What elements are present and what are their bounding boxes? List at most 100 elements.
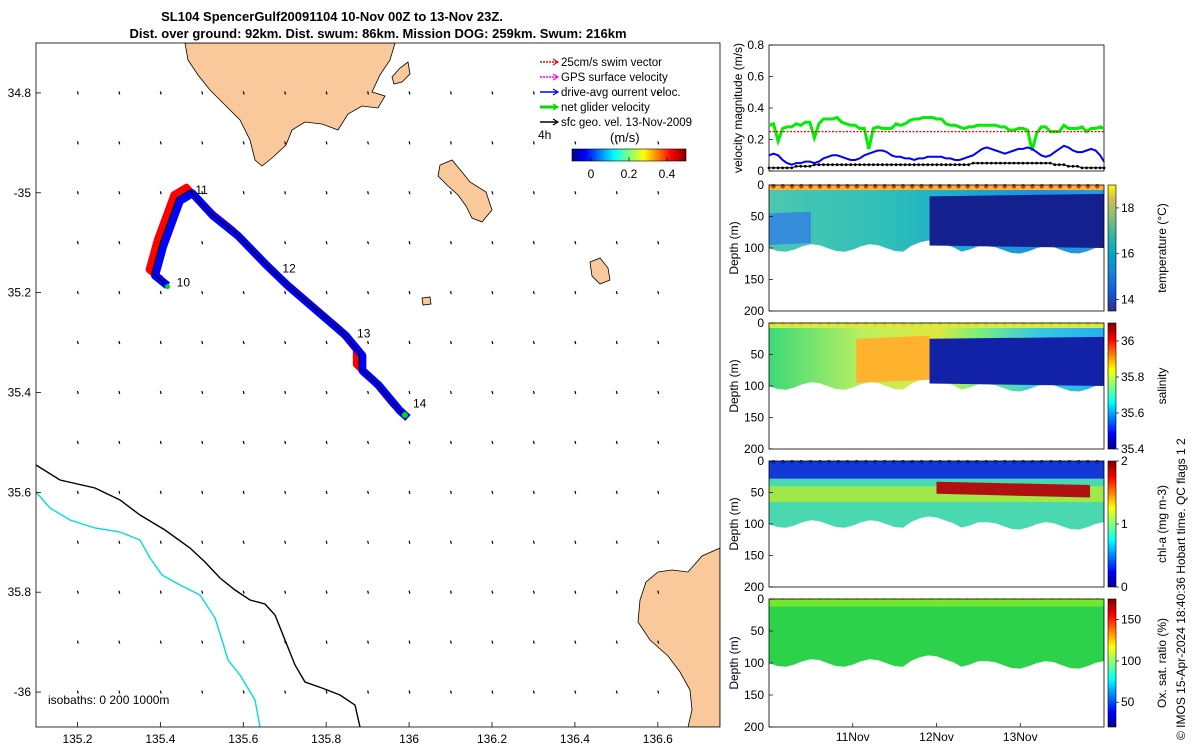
sfc-vel-point (862, 163, 866, 167)
sfc-vel-point (881, 163, 884, 167)
section-colorbar (1107, 322, 1117, 450)
depth-axis-label: Depth (m) (727, 636, 741, 689)
colorbar-tick-label: 0 (1121, 580, 1128, 594)
vector-arrow (325, 490, 328, 494)
vector-arrow (325, 640, 328, 644)
vector-arrow (201, 290, 204, 295)
vector-arrow (408, 141, 411, 145)
vector-arrow (76, 141, 79, 145)
vector-arrow (325, 290, 328, 295)
colorbar-tick-label: 36 (1121, 334, 1135, 348)
depth-tick-label: 0 (757, 592, 764, 606)
sfc-vel-point (917, 163, 921, 167)
sfc-vel-point (794, 164, 798, 168)
sfc-vel-point (858, 163, 862, 167)
geostrophic-vector-grid (76, 91, 660, 694)
vector-arrow (367, 390, 370, 395)
vector-arrow (367, 590, 370, 594)
sfc-vel-point (1089, 166, 1093, 170)
sfc-vel-point (935, 163, 939, 167)
map-xtick-label: 136 (399, 732, 419, 746)
salinity-panel: 0 50 100 150 200 Depth (m) 35.4 35.6 35.8 36 salin… (727, 316, 1169, 456)
legend-label: GPS surface velocity (561, 72, 668, 84)
map-ytick-label: 35.2 (8, 286, 32, 300)
vector-arrow (491, 640, 494, 644)
vector-arrow (449, 290, 452, 295)
colorbar-tick-label: 35.8 (1121, 370, 1145, 384)
vector-arrow (118, 440, 121, 445)
vector-arrow (242, 390, 245, 395)
sfc-vel-point (1039, 161, 1043, 165)
vector-arrow (491, 290, 494, 295)
vector-arrow (284, 191, 287, 195)
vector-arrow (532, 141, 535, 145)
map-xtick-label: 136.4 (560, 732, 590, 746)
sfc-vel-point (1026, 161, 1029, 165)
vector-arrow (574, 191, 577, 195)
vector-arrow (574, 640, 577, 644)
depth-axis-label: Depth (m) (727, 497, 741, 550)
vector-arrow (532, 690, 535, 694)
vector-arrow (201, 141, 204, 145)
vector-arrow (325, 440, 328, 445)
depth-axis-label: Depth (m) (727, 221, 741, 274)
vector-arrow (201, 440, 204, 445)
colorbar-tick-label: 35.4 (1121, 442, 1145, 456)
legend-label: sfc geo. vel. 13-Nov-2009 (561, 117, 692, 129)
vector-arrow (408, 191, 411, 195)
vector-arrow (532, 241, 535, 245)
colorbar-tick-label: 0.4 (659, 167, 676, 181)
colorbar-tick-label: 150 (1121, 613, 1141, 627)
vector-arrow (574, 290, 577, 295)
sfc-vel-point (930, 163, 934, 167)
vector-arrow (159, 590, 162, 594)
sfc-vel-point (1057, 163, 1061, 167)
vector-arrow (574, 91, 577, 95)
cool-patch (769, 211, 811, 245)
legend-arrowhead (552, 103, 560, 111)
vector-arrow (532, 640, 535, 644)
vector-arrow (657, 540, 660, 544)
sfc-vel-point (998, 161, 1002, 165)
vector-arrow (242, 690, 245, 694)
sfc-vel-point (803, 164, 807, 168)
vector-arrow (76, 241, 79, 245)
depth-tick-label: 0 (757, 316, 764, 330)
colorbar-label: salinity (1155, 368, 1169, 405)
vector-arrow (242, 290, 245, 295)
sfc-vel-point (1035, 161, 1039, 165)
map-ytick-label: 35.8 (8, 585, 32, 599)
map-legend: 25cm/s swim vector GPS surface velocity dr… (540, 57, 692, 129)
legend-label: drive-avg current veloc. (561, 87, 681, 99)
vector-arrow (532, 340, 535, 345)
sfc-vel-point (976, 161, 980, 165)
vector-arrow (284, 440, 287, 445)
vector-arrow (449, 590, 452, 594)
sfc-vel-point (772, 166, 775, 170)
depth-tick-label: 100 (744, 656, 764, 670)
vector-arrow (657, 490, 660, 494)
vector-arrow (449, 241, 452, 245)
sfc-vel-point (949, 163, 952, 167)
low-salinity-body (929, 336, 1104, 386)
day-label: 10 (177, 276, 191, 290)
vector-arrow (242, 340, 245, 345)
colorbar-tick-label: 0 (588, 167, 595, 181)
sfc-vel-point (1053, 163, 1057, 167)
vector-arrow (325, 340, 328, 345)
land-islet-1 (437, 159, 493, 223)
land-peninsula-north (184, 43, 396, 167)
depth-tick-label: 50 (751, 210, 765, 224)
sfc-vel-point (967, 163, 971, 167)
vector-arrow (615, 390, 618, 395)
vector-arrow (408, 290, 411, 295)
vector-arrow (532, 191, 535, 195)
sfc-vel-point (908, 163, 912, 167)
vector-arrow (615, 91, 618, 95)
vector-arrow (532, 290, 535, 295)
vector-arrow (367, 91, 370, 95)
vector-arrow (491, 590, 494, 594)
vector-arrow (491, 540, 494, 544)
vector-arrow (159, 640, 162, 644)
